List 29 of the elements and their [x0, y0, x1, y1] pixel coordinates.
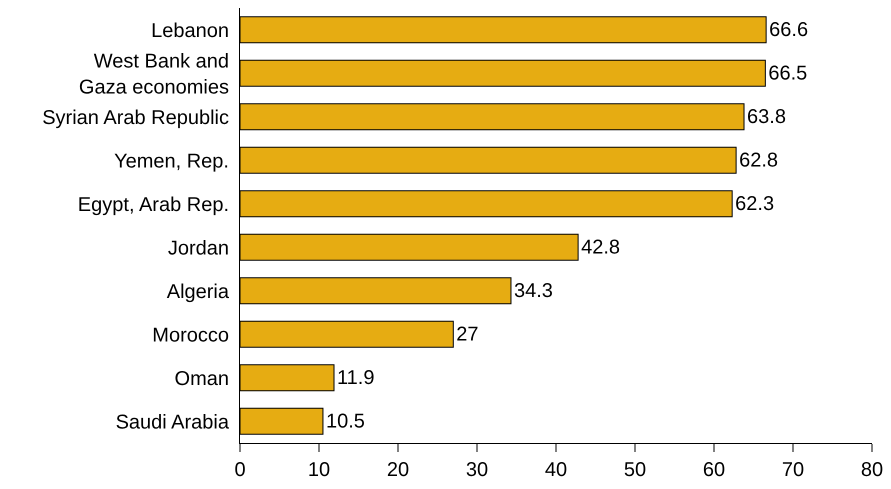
y-tick-label: Syrian Arab Republic	[42, 106, 229, 129]
y-tick-label: West Bank and Gaza economies	[78, 50, 229, 98]
y-tick-label: Oman	[174, 368, 229, 390]
data-label: 66.5	[768, 62, 808, 84]
y-tick-label: Saudi Arabia	[116, 411, 230, 434]
y-tick-label: Algeria	[166, 280, 230, 303]
data-label: 63.8	[747, 106, 786, 128]
data-label: 34.3	[514, 280, 553, 302]
data-label: 11.9	[337, 366, 374, 389]
x-tick-label: 0	[234, 459, 246, 481]
data-label: 42.8	[581, 236, 620, 258]
y-tick-label: Yemen, Rep.	[114, 150, 229, 172]
y-tick-label: Jordan	[168, 237, 229, 260]
x-tick-label: 70	[782, 459, 804, 481]
data-label: 66.6	[769, 18, 808, 41]
data-label: 10.5	[326, 410, 365, 432]
x-tick-label: 20	[386, 459, 410, 481]
y-tick-label: Lebanon	[151, 20, 229, 42]
x-tick-label: 60	[702, 459, 726, 481]
x-tick-label: 30	[466, 459, 488, 481]
data-label: 62.3	[735, 192, 774, 215]
x-tick-label: 50	[624, 459, 646, 481]
x-tick-label: 10	[308, 459, 330, 481]
y-tick-label: Egypt, Arab Rep.	[78, 194, 229, 216]
x-tick-label: 80	[860, 459, 884, 481]
data-label: 62.8	[739, 149, 778, 172]
y-tick-label: Morocco	[152, 324, 229, 346]
x-tick-label: 40	[544, 459, 568, 481]
data-label: 27	[456, 323, 479, 346]
